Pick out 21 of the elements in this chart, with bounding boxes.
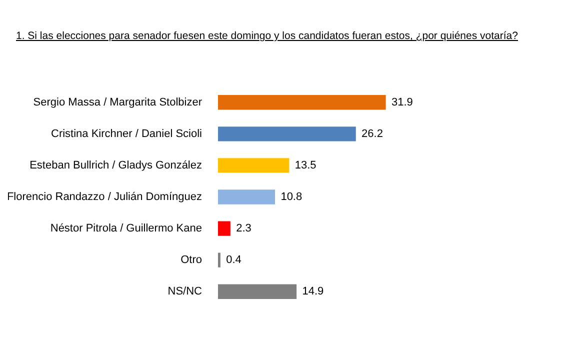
data-label: 31.9 [391, 96, 413, 108]
data-label: 13.5 [294, 159, 316, 172]
y-tick-label: Sergio Massa / Margarita Stolbizer [33, 96, 202, 108]
bar [218, 95, 386, 110]
y-tick-label: Esteban Bullrich / Gladys González [30, 159, 202, 172]
y-tick-label: Florencio Randazzo / Julián Domínguez [6, 191, 202, 204]
y-tick-label: Néstor Pitrola / Guillermo Kane [50, 222, 202, 235]
chart-title: 1. Si las elecciones para senador fuesen este domingo y los candidatos fueran estos, ¿por quiénes votaría? [16, 30, 519, 42]
bar [218, 190, 276, 204]
data-label: 14.9 [302, 286, 324, 298]
y-tick-label: Cristina Kirchner / Daniel Scioli [51, 128, 202, 140]
data-label: 2.3 [236, 222, 252, 235]
y-tick-label: Otro [180, 254, 202, 266]
bar [218, 158, 290, 173]
bar [218, 284, 297, 299]
y-tick-label: NS/NC [168, 286, 202, 298]
data-label: 26.2 [362, 128, 383, 140]
bar [218, 126, 356, 142]
bar [218, 221, 230, 236]
data-label: 0.4 [226, 254, 242, 266]
data-label: 10.8 [280, 191, 302, 204]
